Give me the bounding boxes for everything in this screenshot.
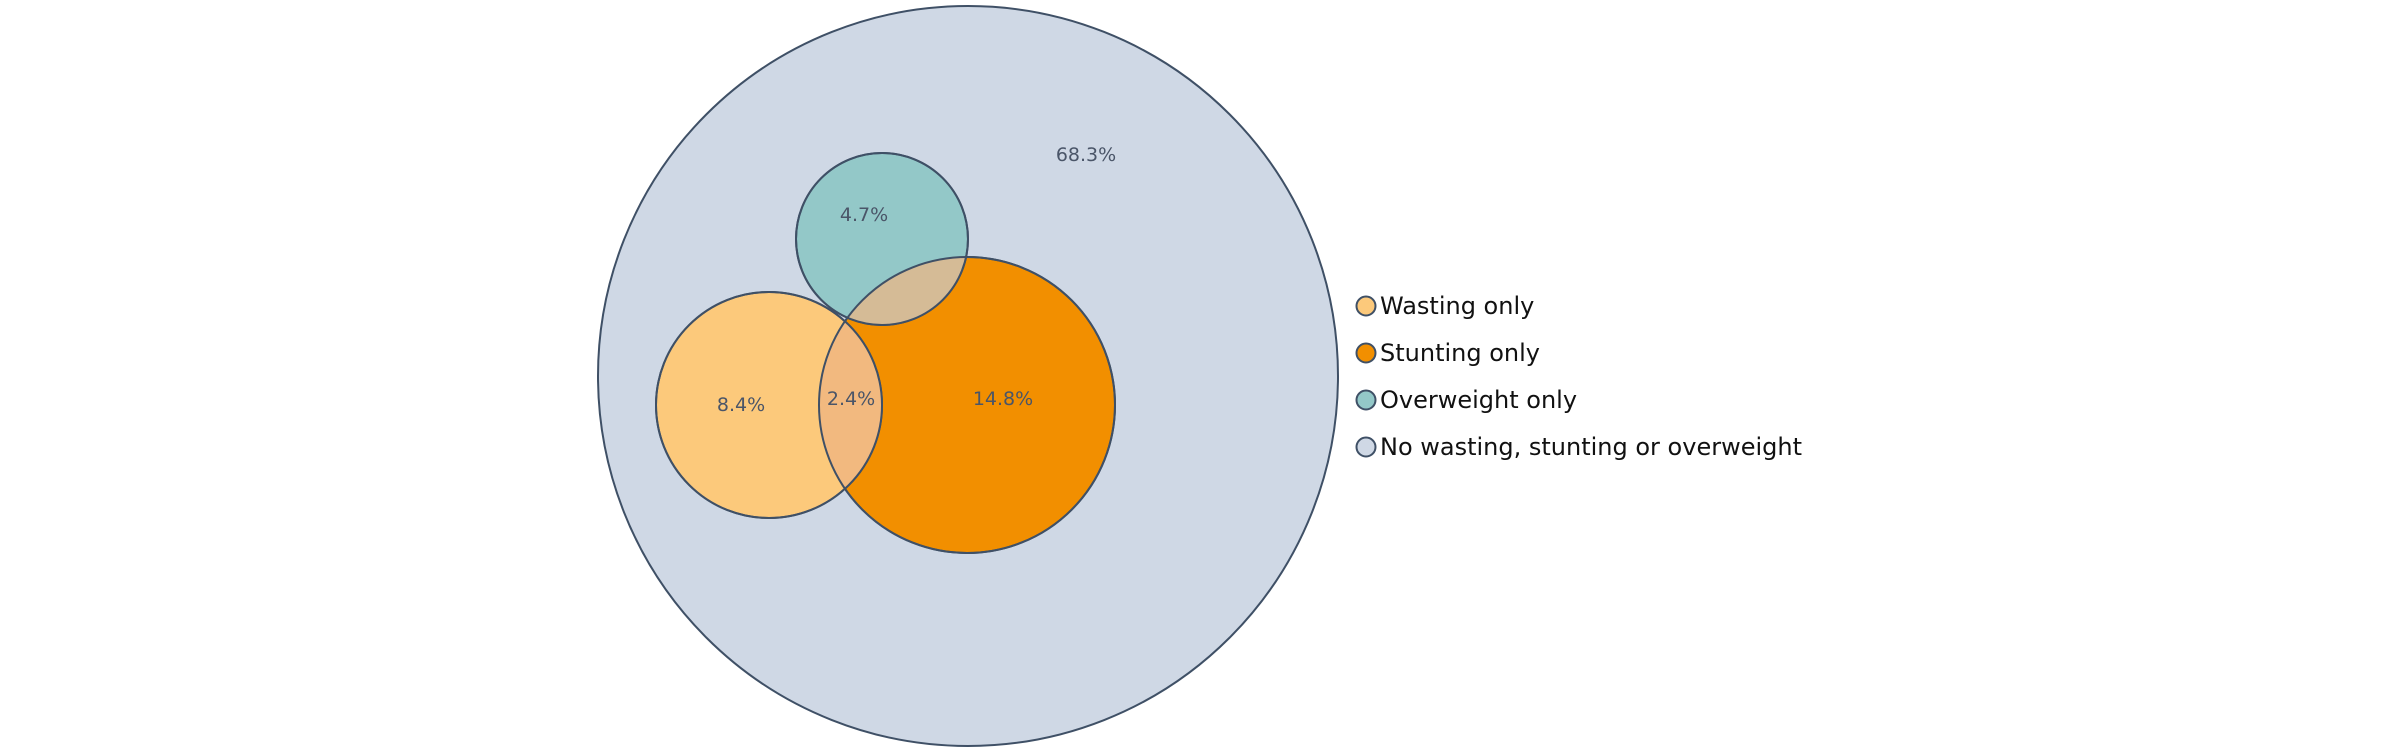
label-overweight: 4.7% [840, 204, 888, 226]
label-overlap: 2.4% [827, 388, 875, 410]
label-wasting: 8.4% [717, 394, 765, 416]
legend-label-none: No wasting, stunting or overweight [1380, 433, 1802, 461]
label-stunting: 14.8% [973, 388, 1033, 410]
legend-label-wasting: Wasting only [1380, 292, 1534, 320]
outline-wasting [655, 291, 883, 519]
legend-swatch-none [1355, 436, 1377, 458]
legend-swatch-overweight [1355, 389, 1377, 411]
legend-swatch-stunting [1355, 342, 1377, 364]
legend-swatch-wasting [1355, 295, 1377, 317]
outline-overweight [795, 152, 969, 326]
legend: Wasting only Stunting only Overweight on… [1355, 292, 1802, 461]
legend-item-overweight: Overweight only [1355, 386, 1577, 414]
legend-item-wasting: Wasting only [1355, 292, 1534, 320]
legend-item-stunting: Stunting only [1355, 339, 1540, 367]
legend-label-overweight: Overweight only [1380, 386, 1577, 414]
legend-item-none: No wasting, stunting or overweight [1355, 433, 1802, 461]
legend-label-stunting: Stunting only [1380, 339, 1540, 367]
label-none: 68.3% [1056, 144, 1116, 166]
